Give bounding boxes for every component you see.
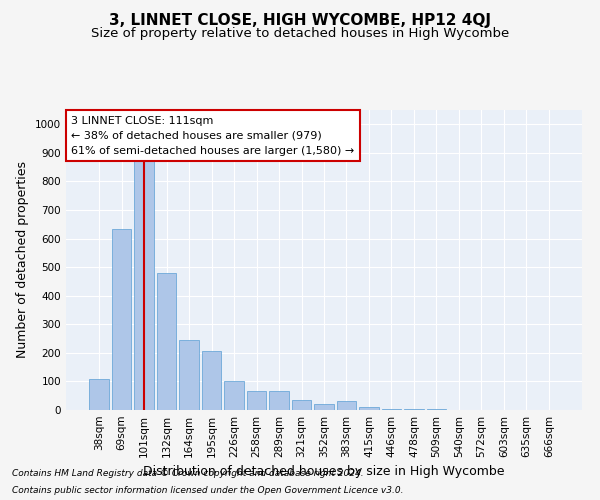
Bar [89, 378, 109, 410]
Text: Contains public sector information licensed under the Open Government Licence v3: Contains public sector information licen… [12, 486, 404, 495]
Text: Size of property relative to detached houses in High Wycombe: Size of property relative to detached ho… [91, 28, 509, 40]
X-axis label: Distribution of detached houses by size in High Wycombe: Distribution of detached houses by size … [143, 466, 505, 478]
Bar [314, 404, 334, 410]
Y-axis label: Number of detached properties: Number of detached properties [16, 162, 29, 358]
Bar [224, 382, 244, 410]
Bar [382, 408, 401, 410]
Bar [359, 407, 379, 410]
Bar [337, 402, 356, 410]
Bar [179, 340, 199, 410]
Bar [404, 409, 424, 410]
Bar [292, 400, 311, 410]
Bar [247, 392, 266, 410]
Bar [134, 124, 154, 410]
Bar [112, 228, 131, 410]
Text: Contains HM Land Registry data © Crown copyright and database right 2024.: Contains HM Land Registry data © Crown c… [12, 468, 364, 477]
Text: 3, LINNET CLOSE, HIGH WYCOMBE, HP12 4QJ: 3, LINNET CLOSE, HIGH WYCOMBE, HP12 4QJ [109, 12, 491, 28]
Bar [157, 273, 176, 410]
Bar [202, 352, 221, 410]
Text: 3 LINNET CLOSE: 111sqm
← 38% of detached houses are smaller (979)
61% of semi-de: 3 LINNET CLOSE: 111sqm ← 38% of detached… [71, 116, 355, 156]
Bar [269, 392, 289, 410]
